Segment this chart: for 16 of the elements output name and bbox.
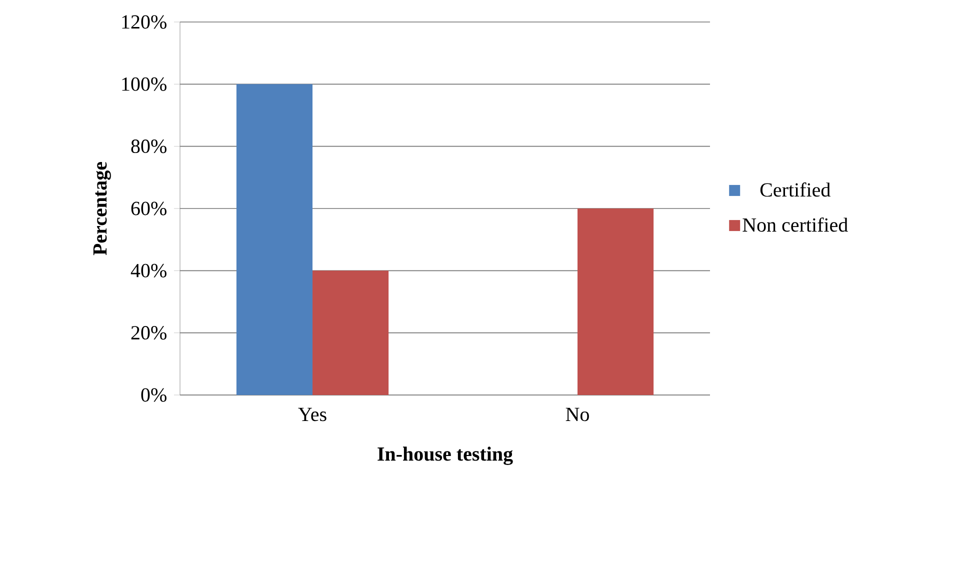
y-tick-label: 80%: [131, 140, 166, 154]
y-tick-label: 100%: [122, 77, 166, 91]
y-tick-label: 120%: [122, 15, 166, 29]
y-tick-label: 20%: [131, 326, 166, 340]
y-tick-label: 0%: [141, 388, 166, 402]
bar: [578, 208, 654, 395]
bar: [312, 270, 389, 395]
legend-label: Certified: [760, 182, 830, 197]
x-axis-title: In-house testing: [378, 446, 513, 465]
y-axis-title: Percentage: [93, 162, 111, 256]
x-tick-label: No: [566, 408, 589, 422]
y-tick-label: 40%: [130, 264, 166, 278]
legend-label: Non certified: [742, 217, 848, 232]
x-tick-label: Yes: [298, 408, 326, 422]
y-tick-label: 60%: [131, 202, 166, 216]
bar: [236, 84, 313, 395]
